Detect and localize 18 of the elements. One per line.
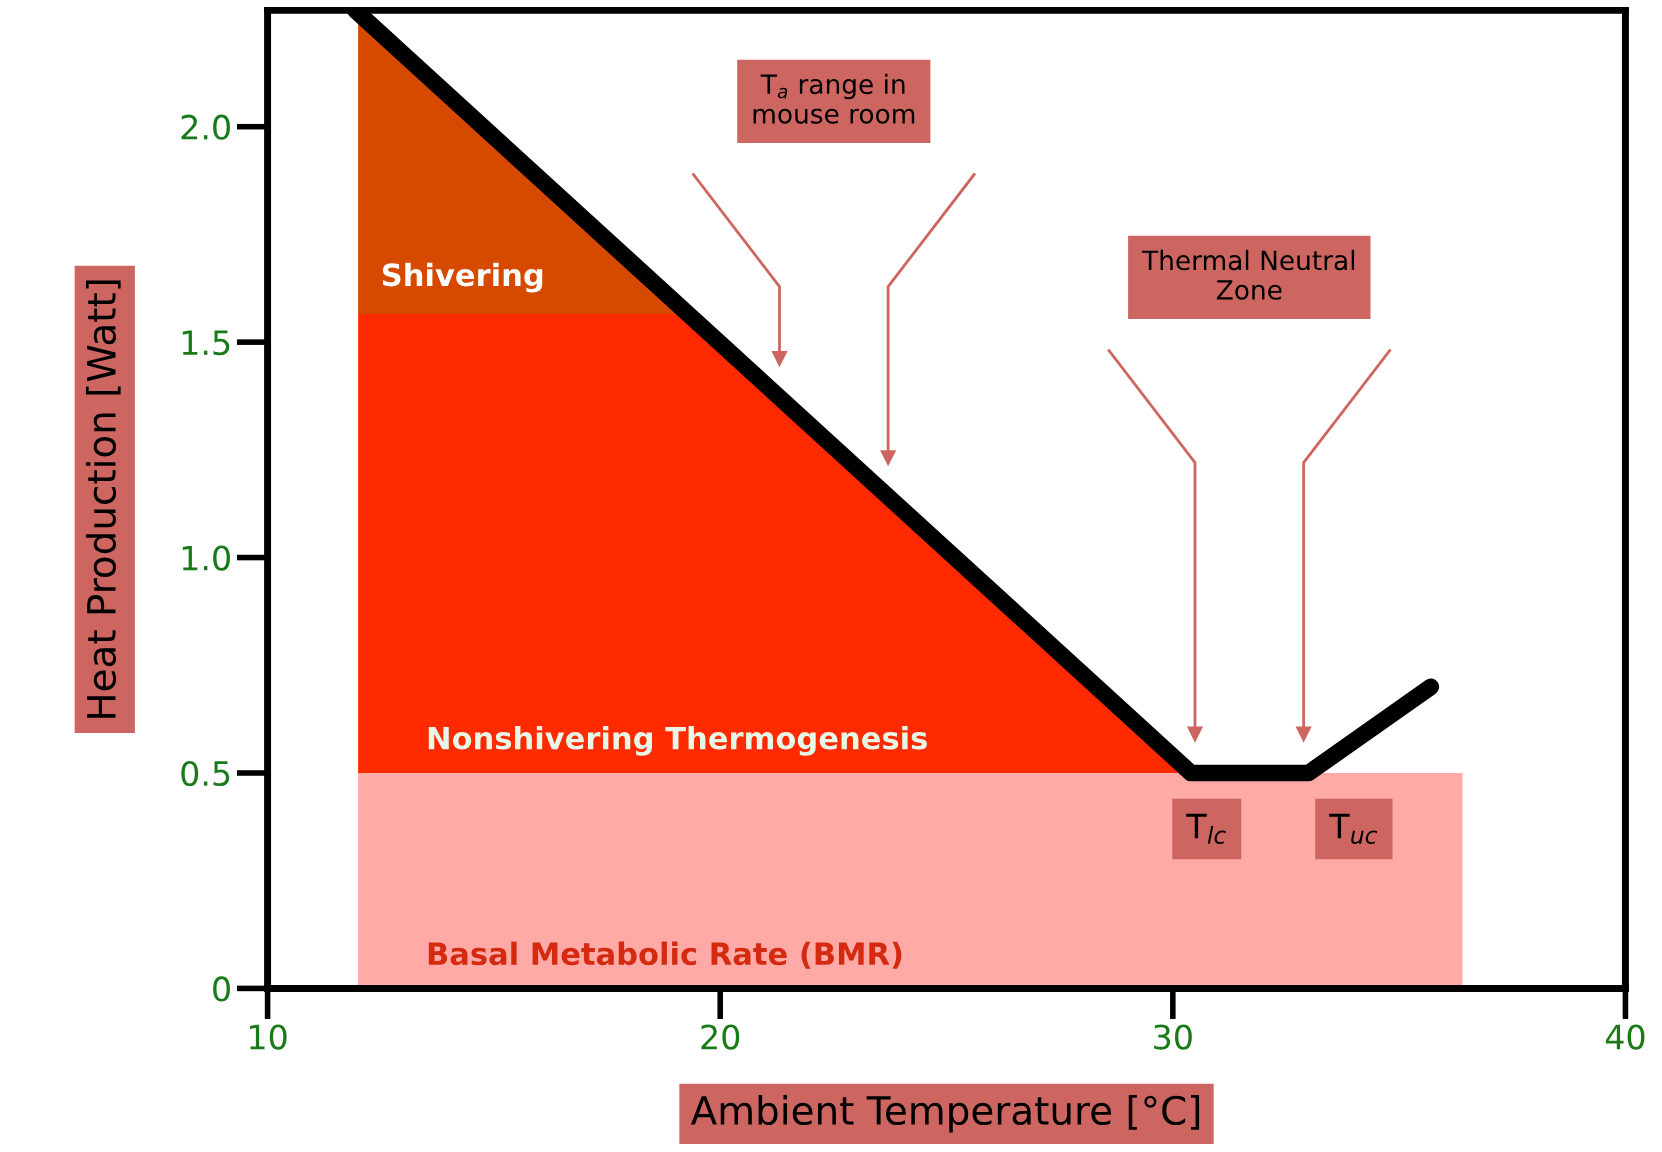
y-axis-title: Heat Production [Watt]	[85, 280, 121, 718]
x-tick-label: 40	[1605, 1024, 1645, 1050]
annotation: T$_{uc}$	[1329, 813, 1378, 844]
annotation: T$_{a}$ range in mouse room	[753, 73, 915, 124]
y-tick-label: 1.0	[182, 545, 230, 571]
annotation: Thermal Neutral Zone	[1142, 249, 1355, 300]
series-label: Nonshivering Thermogenesis	[428, 725, 927, 756]
series-label: Shivering	[382, 262, 543, 293]
annotation: T$_{lc}$	[1186, 813, 1226, 844]
y-tick-label: 1.5	[182, 330, 230, 356]
x-axis-title: Ambient Temperature [°C]	[690, 1094, 1200, 1133]
y-tick-label: 0.5	[181, 760, 230, 787]
x-tick-label: 30	[1154, 1024, 1192, 1050]
y-tick-label: 0	[213, 976, 230, 1002]
x-tick-label: 10	[250, 1024, 287, 1050]
y-tick-label: 2.0	[181, 114, 230, 140]
x-tick-label: 20	[701, 1024, 740, 1050]
series-label: Basal Metabolic Rate (BMR)	[428, 941, 902, 969]
